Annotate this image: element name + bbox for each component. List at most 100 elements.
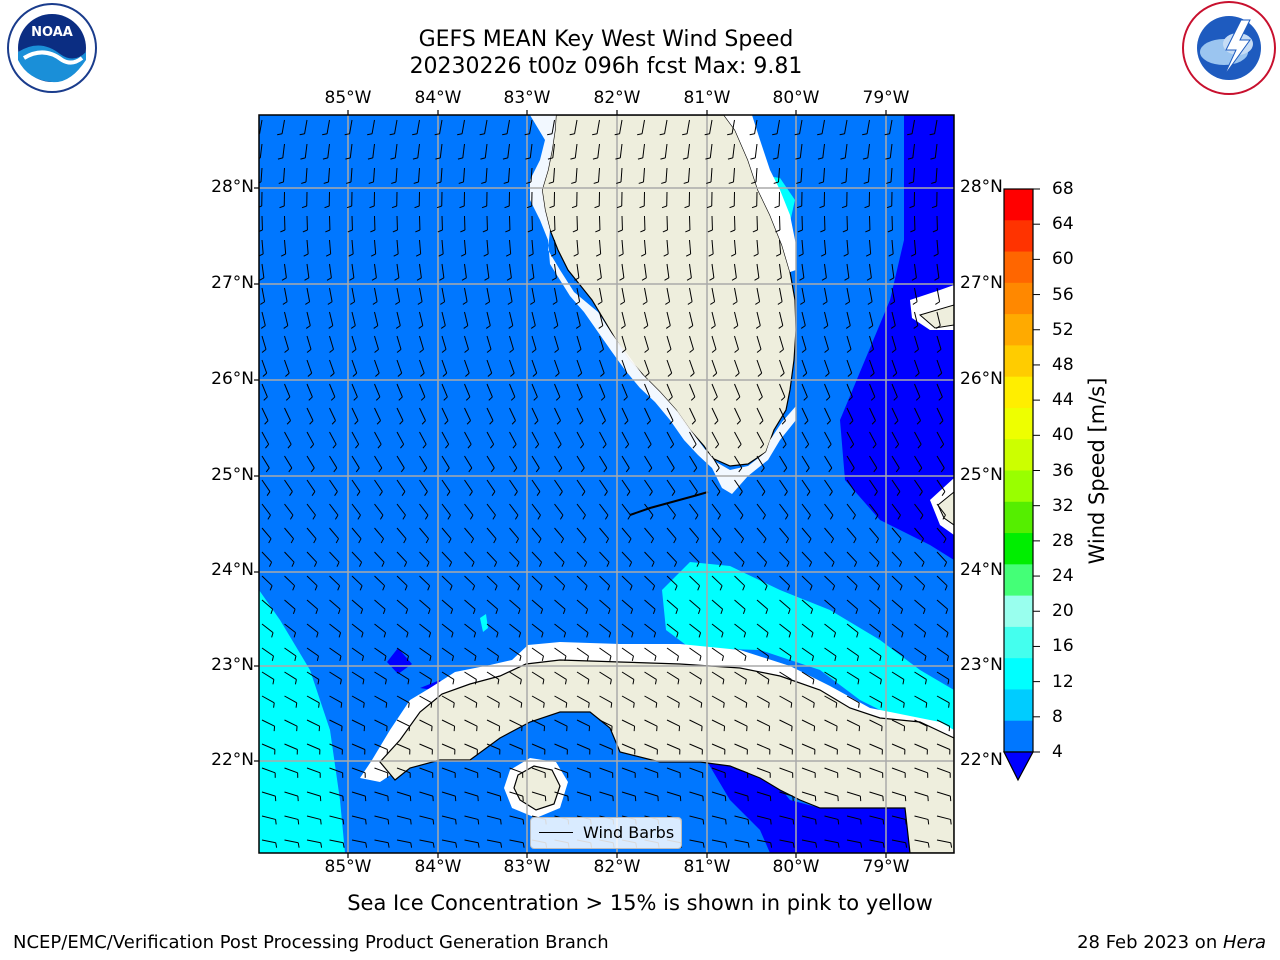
- wind-barb-flag: [945, 608, 949, 615]
- sea-fill-below-4-east: [840, 115, 954, 560]
- wind-barb: [509, 431, 517, 445]
- legend-label: Wind Barbs: [583, 823, 675, 842]
- wind-barb: [486, 815, 501, 820]
- wind-barb-flag: [735, 396, 741, 401]
- wind-barb-flag: [852, 514, 856, 520]
- wind-barb-flag: [426, 561, 430, 567]
- wind-barb: [371, 119, 375, 134]
- wind-barb-flag: [792, 819, 795, 825]
- wind-barb: [486, 311, 491, 326]
- wind-barb: [486, 383, 493, 398]
- wind-barb: [756, 263, 760, 278]
- wind-barb: [621, 767, 636, 774]
- wind-barb: [441, 407, 449, 421]
- wind-barb: [552, 143, 555, 158]
- wind-barb: [261, 455, 270, 469]
- wind-barb-flag: [522, 819, 525, 825]
- wind-barb-flag: [295, 702, 298, 708]
- wind-barb-flag: [473, 632, 477, 638]
- wind-barb: [689, 575, 700, 587]
- wind-barb: [284, 527, 294, 540]
- wind-barb: [574, 143, 578, 158]
- wind-barb-flag: [289, 514, 294, 520]
- wind-barb-flag: [277, 157, 283, 160]
- wind-barb: [756, 815, 771, 820]
- wind-barb-flag: [862, 157, 868, 160]
- wind-barb: [799, 119, 803, 134]
- wind-barb-flag: [328, 325, 334, 329]
- wind-barb: [866, 119, 870, 134]
- wind-barb: [284, 671, 297, 680]
- wind-barb-flag: [853, 561, 858, 567]
- colorbar-segment: [1004, 407, 1033, 440]
- wind-barb-flag: [377, 443, 382, 449]
- wind-barb: [756, 671, 770, 680]
- wind-barb-flag: [271, 655, 274, 661]
- wind-barb-flag: [581, 491, 586, 496]
- wind-barb: [891, 287, 896, 302]
- wind-barb: [711, 527, 722, 540]
- wind-barb: [734, 455, 743, 469]
- wind-barb-flag: [289, 491, 293, 496]
- wind-barb-flag: [833, 632, 837, 638]
- wind-barb-flag: [511, 420, 516, 425]
- wind-barb-flag: [404, 585, 408, 591]
- wind-barb-flag: [610, 702, 613, 708]
- wind-barb: [284, 359, 290, 374]
- wind-barb-flag: [453, 702, 455, 708]
- wind-barb: [259, 119, 263, 134]
- wind-barb-flag: [866, 277, 872, 281]
- wind-barb: [666, 263, 670, 278]
- wind-barb: [689, 599, 701, 610]
- wind-barb: [689, 407, 696, 421]
- wind-barb-flag: [540, 608, 544, 615]
- wind-barb-flag: [909, 205, 915, 209]
- wind-barb: [259, 143, 263, 158]
- wind-barb: [869, 575, 880, 587]
- wind-barb: [914, 383, 921, 398]
- wind-barb-flag: [283, 325, 289, 329]
- wind-barb: [666, 431, 675, 445]
- wind-barb-flag: [844, 277, 850, 281]
- wind-barb-flag: [645, 372, 650, 377]
- wind-barb: [621, 647, 634, 657]
- wind-barb: [913, 167, 915, 183]
- wind-barb-flag: [737, 443, 742, 449]
- colorbar-tick-label: 24: [1052, 566, 1074, 587]
- colorbar: [1004, 188, 1040, 753]
- wind-barb: [801, 311, 806, 326]
- wind-barb: [889, 143, 893, 158]
- lon-label-top: 85°W: [324, 88, 372, 108]
- wind-barb: [801, 287, 806, 302]
- wind-barb-flag: [835, 702, 838, 708]
- wind-barb: [644, 287, 648, 302]
- wind-barb: [486, 767, 501, 774]
- wind-barb-flag: [761, 491, 766, 496]
- wind-barb-flag: [553, 325, 559, 329]
- wind-barb: [599, 359, 605, 374]
- wind-barb-flag: [775, 253, 781, 257]
- wind-barb: [419, 239, 422, 254]
- wind-barb-flag: [682, 157, 688, 160]
- wind-barb: [306, 767, 321, 774]
- wind-barb-flag: [901, 655, 904, 661]
- wind-barb-flag: [486, 349, 492, 353]
- wind-barb-flag: [669, 420, 674, 425]
- wind-barb-flag: [676, 655, 679, 661]
- wind-barb-flag: [754, 277, 760, 281]
- wind-barb-flag: [763, 538, 767, 544]
- wind-barb-flag: [301, 181, 307, 184]
- wind-barb-flag: [744, 679, 747, 685]
- colorbar-segment: [1004, 626, 1033, 659]
- wind-barb-flag: [315, 608, 319, 615]
- lat-label-right: 24°N: [960, 560, 1003, 580]
- wind-barb: [914, 479, 923, 492]
- wind-barb-flag: [630, 608, 634, 615]
- wind-barb: [396, 359, 403, 374]
- wind-barb-flag: [708, 253, 714, 257]
- wind-barb-flag: [938, 396, 943, 401]
- wind-barb-flag: [715, 443, 720, 449]
- wind-barb-flag: [529, 277, 535, 281]
- lon-label-top: 81°W: [683, 88, 731, 108]
- wind-barb-flag: [317, 679, 320, 685]
